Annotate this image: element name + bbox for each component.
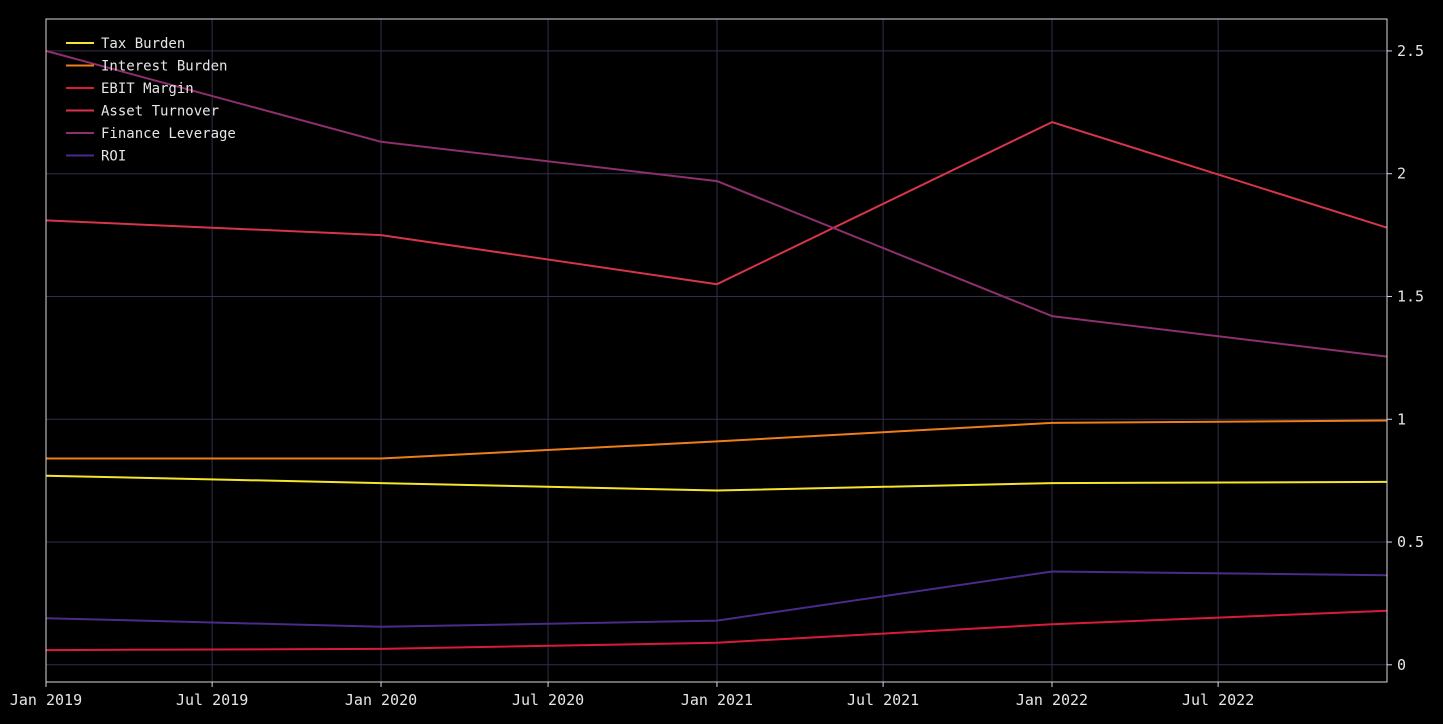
legend-label: ROI [101, 149, 126, 165]
x-tick-label: Jul 2021 [847, 691, 919, 709]
y-tick-label: 1.5 [1397, 287, 1424, 305]
series-lines [45, 49, 1388, 652]
y-tick-label: 2 [1397, 165, 1406, 183]
y-tick-label: 1 [1397, 410, 1406, 428]
series-line [45, 121, 1388, 286]
legend-label: Tax Burden [101, 36, 185, 52]
x-tick-label: Jul 2019 [176, 691, 248, 709]
series-line [46, 419, 1388, 460]
series-line [45, 609, 1388, 652]
legend-label: Asset Turnover [101, 104, 219, 120]
x-tick-label: Jan 2022 [1016, 691, 1088, 709]
y-tick-label: 0.5 [1397, 533, 1424, 551]
x-tick-label: Jan 2021 [681, 691, 753, 709]
y-tick-label: 2.5 [1397, 42, 1424, 60]
y-tick-label: 0 [1397, 656, 1406, 674]
legend-label: Interest Burden [101, 59, 227, 75]
legend: Tax Burden Interest Burden EBIT Margin Asse… [66, 36, 236, 165]
x-tick-label: Jan 2020 [345, 691, 417, 709]
series-line [45, 474, 1388, 492]
legend-label: EBIT Margin [101, 81, 194, 97]
series-line [45, 49, 1388, 358]
x-tick-label: Jul 2020 [512, 691, 584, 709]
x-tick-label: Jul 2022 [1182, 691, 1254, 709]
legend-label: Finance Leverage [101, 126, 236, 142]
series-line [45, 570, 1388, 628]
grid [45, 19, 1387, 682]
y-axis-ticks: 0 0.5 1 1.5 2 2.5 [1387, 42, 1424, 674]
x-tick-label: Jan 2019 [10, 691, 82, 709]
x-axis-ticks: Jan 2019 Jul 2019 Jan 2020 Jul 2020 Jan 2021… [10, 682, 1254, 709]
